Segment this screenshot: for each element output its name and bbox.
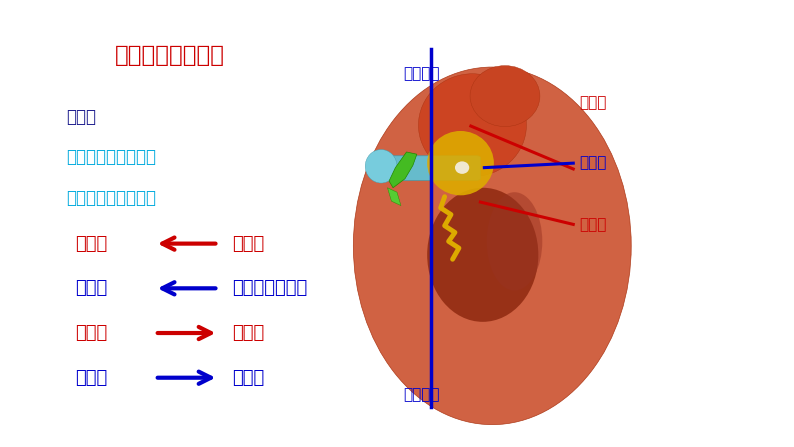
Text: 上腔、下腔静脉: 上腔、下腔静脉 [232,279,307,297]
Ellipse shape [365,149,397,183]
Text: 肺静脉: 肺静脉 [580,217,607,232]
Text: 左心室: 左心室 [75,324,108,342]
Polygon shape [389,152,417,188]
Ellipse shape [418,74,526,177]
Text: 主动脉: 主动脉 [580,95,607,110]
Ellipse shape [427,131,494,195]
Text: 右心房: 右心房 [75,279,108,297]
Ellipse shape [427,188,538,322]
Text: 与心脏相连的血管: 与心脏相连的血管 [115,44,225,67]
Text: 肺动脉: 肺动脉 [580,156,607,171]
Text: 规律：: 规律： [66,108,96,126]
Text: 与心室相连的是动脉: 与心室相连的是动脉 [66,189,156,207]
Ellipse shape [487,192,542,291]
Text: 右心室: 右心室 [75,369,108,387]
Text: 左心房: 左心房 [75,235,108,253]
Text: 与心房相连的是静脉: 与心房相连的是静脉 [66,148,156,166]
Ellipse shape [353,67,631,425]
Text: 下腔静脉: 下腔静脉 [403,387,440,402]
Text: 主动脉: 主动脉 [232,324,264,342]
Ellipse shape [470,66,540,127]
FancyBboxPatch shape [376,156,480,180]
Text: 肺动脉: 肺动脉 [232,369,264,387]
Polygon shape [387,188,401,206]
Ellipse shape [455,161,469,174]
Text: 上腔静脉: 上腔静脉 [403,66,440,81]
Text: 肺静脉: 肺静脉 [232,235,264,253]
